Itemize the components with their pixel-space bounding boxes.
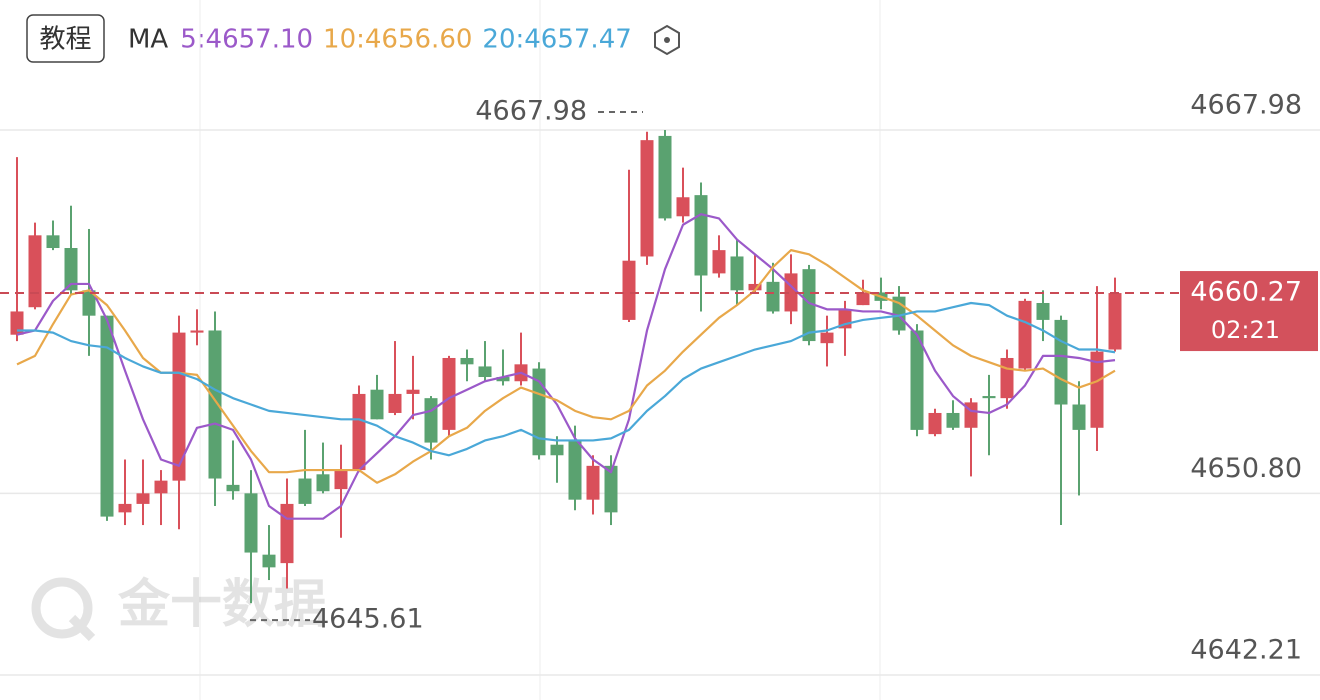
candle-body [496,377,510,382]
candle-body [622,260,636,320]
candle-body [910,330,924,430]
price-tag-value: 4660.27 [1190,277,1302,308]
legend-entry: 20:4657.47 [482,25,631,55]
overlay: 4660.27 02:21 4667.98 4645.61 [0,96,1318,635]
plot [10,130,1122,604]
candle-body [172,332,186,481]
candle-body [316,474,330,492]
y-tick-label: 4642.21 [1190,635,1302,666]
grid: 4642.21 4650.80 4667.98 [0,90,1320,676]
candle-body [388,393,402,413]
candle-body [136,493,150,504]
candle-body [766,281,780,312]
legend: MA 5:4657.10 10:4656.60 20:4657.47 [128,25,632,55]
candle-body [280,503,294,564]
candle-body [640,140,654,257]
candle-body [1072,404,1086,430]
candle-body [946,412,960,428]
candle-body [190,330,204,333]
candle-body [154,480,168,494]
candle-body [46,235,60,249]
legend-entry: 5:4657.10 [180,25,313,55]
candle-body [730,256,744,291]
candle-body [10,311,24,335]
candle-body [118,503,132,513]
candle-body [586,465,600,500]
price-tag [1180,271,1318,352]
watermark: 金十数据 [31,575,326,642]
y-tick-label: 4667.98 [1190,90,1302,121]
candle-body [928,412,942,435]
candle-body [262,554,276,568]
ma-line [16,213,1116,520]
candle-body [1036,302,1050,320]
candle-body [370,389,384,420]
candle-body [550,444,564,456]
candle-body [424,398,438,443]
candle-body [82,290,96,316]
candle-body [982,396,996,399]
legend-entry: 10:4656.60 [323,25,472,55]
tutorial-button[interactable] [26,14,105,63]
candle-body [406,389,420,394]
hexagon [654,24,680,56]
candle-body [1018,300,1032,369]
logo [68,614,96,642]
candle-body [100,315,114,517]
ma-line [17,301,1116,457]
candle-body [532,368,546,456]
ma-line [16,249,1116,484]
candle-body [1000,357,1014,399]
candle-body [244,493,258,553]
candle-body [568,440,582,500]
candle-body [298,478,312,504]
candle-body [856,292,870,306]
candle-body [28,235,42,308]
max-annotation: 4667.98 [475,96,587,127]
min-annotation: 4645.61 [312,604,424,635]
candle-body [802,269,816,342]
candle-body [1108,293,1122,350]
candle-body [352,393,366,471]
settings-icon[interactable] [654,24,680,56]
logo [31,577,93,639]
candle-body [748,283,762,291]
candle-body [604,465,618,513]
price-tag-countdown: 02:21 [1211,316,1280,344]
candle-body [478,366,492,378]
candle-body [712,250,726,274]
candle-body [658,135,672,219]
candle-body [694,195,708,276]
dot [664,37,670,43]
candle-body [460,357,474,365]
candle-body [226,484,240,492]
candle-body [820,332,834,344]
watermark-text: 金十数据 [117,575,326,635]
tutorial-label[interactable]: 教程 [39,25,91,55]
candle-body [442,357,456,430]
candle-body [1054,319,1068,405]
candle-body [64,248,78,291]
candle-body [208,330,222,479]
candle-body [334,470,348,490]
candle-body [676,197,690,217]
legend-title: MA [128,25,168,55]
y-tick-label: 4650.80 [1190,453,1302,484]
candle-body [1090,351,1104,428]
